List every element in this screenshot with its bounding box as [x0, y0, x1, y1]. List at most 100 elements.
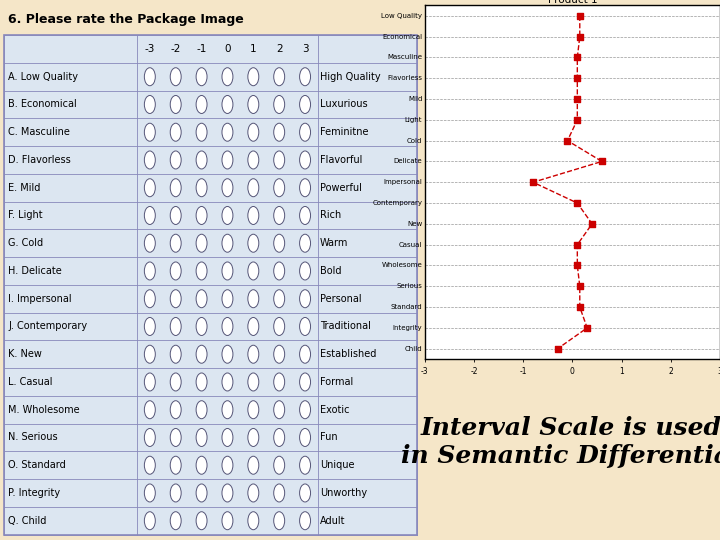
- Text: 6. Please rate the Package Image: 6. Please rate the Package Image: [9, 14, 244, 26]
- Ellipse shape: [144, 318, 156, 335]
- Text: Formal: Formal: [320, 377, 354, 387]
- Ellipse shape: [300, 290, 310, 308]
- Ellipse shape: [196, 234, 207, 252]
- Text: -3: -3: [145, 44, 155, 54]
- Ellipse shape: [300, 206, 310, 225]
- Text: Warm: Warm: [320, 238, 348, 248]
- Point: [572, 116, 583, 124]
- Ellipse shape: [222, 123, 233, 141]
- Ellipse shape: [248, 512, 258, 530]
- Ellipse shape: [248, 96, 258, 113]
- Ellipse shape: [300, 512, 310, 530]
- Ellipse shape: [170, 428, 181, 447]
- Ellipse shape: [300, 345, 310, 363]
- Ellipse shape: [222, 345, 233, 363]
- Text: Integrity: Integrity: [392, 325, 423, 331]
- Ellipse shape: [196, 373, 207, 391]
- Ellipse shape: [300, 318, 310, 335]
- Text: D. Flavorless: D. Flavorless: [9, 155, 71, 165]
- Ellipse shape: [248, 123, 258, 141]
- Point: [582, 323, 593, 332]
- Ellipse shape: [300, 401, 310, 418]
- Point: [572, 53, 583, 62]
- Text: Casual: Casual: [399, 242, 423, 248]
- Ellipse shape: [144, 428, 156, 447]
- Ellipse shape: [248, 234, 258, 252]
- Text: Unique: Unique: [320, 460, 355, 470]
- Ellipse shape: [300, 179, 310, 197]
- Ellipse shape: [300, 456, 310, 474]
- Ellipse shape: [300, 373, 310, 391]
- Point: [586, 220, 598, 228]
- Ellipse shape: [144, 401, 156, 418]
- Ellipse shape: [222, 373, 233, 391]
- Ellipse shape: [274, 151, 284, 169]
- Text: New: New: [407, 221, 423, 227]
- Ellipse shape: [196, 401, 207, 418]
- Ellipse shape: [170, 262, 181, 280]
- Text: B. Economical: B. Economical: [9, 99, 77, 110]
- Ellipse shape: [300, 234, 310, 252]
- Ellipse shape: [248, 318, 258, 335]
- Ellipse shape: [274, 401, 284, 418]
- Point: [574, 32, 585, 41]
- Ellipse shape: [274, 512, 284, 530]
- Text: Delicate: Delicate: [394, 158, 423, 165]
- Ellipse shape: [144, 179, 156, 197]
- Text: High Quality: High Quality: [320, 72, 381, 82]
- Ellipse shape: [170, 290, 181, 308]
- Ellipse shape: [144, 151, 156, 169]
- Ellipse shape: [222, 290, 233, 308]
- Ellipse shape: [170, 96, 181, 113]
- Text: -2: -2: [171, 44, 181, 54]
- Ellipse shape: [222, 151, 233, 169]
- Ellipse shape: [170, 318, 181, 335]
- Ellipse shape: [274, 428, 284, 447]
- Ellipse shape: [196, 179, 207, 197]
- Ellipse shape: [274, 206, 284, 225]
- Point: [572, 74, 583, 83]
- Text: -1: -1: [197, 44, 207, 54]
- Text: Unworthy: Unworthy: [320, 488, 367, 498]
- Ellipse shape: [144, 373, 156, 391]
- Ellipse shape: [300, 96, 310, 113]
- Text: F. Light: F. Light: [9, 211, 43, 220]
- Point: [572, 240, 583, 249]
- Ellipse shape: [274, 179, 284, 197]
- Ellipse shape: [144, 68, 156, 86]
- Ellipse shape: [222, 318, 233, 335]
- Text: Rich: Rich: [320, 211, 341, 220]
- Ellipse shape: [144, 484, 156, 502]
- Ellipse shape: [300, 68, 310, 86]
- Ellipse shape: [274, 345, 284, 363]
- Point: [574, 303, 585, 312]
- Ellipse shape: [196, 96, 207, 113]
- Ellipse shape: [274, 96, 284, 113]
- Ellipse shape: [222, 179, 233, 197]
- Point: [572, 94, 583, 103]
- Ellipse shape: [300, 428, 310, 447]
- Ellipse shape: [248, 206, 258, 225]
- Ellipse shape: [144, 234, 156, 252]
- Text: Personal: Personal: [320, 294, 361, 303]
- Text: 1: 1: [250, 44, 256, 54]
- Text: Adult: Adult: [320, 516, 346, 526]
- Ellipse shape: [248, 484, 258, 502]
- Text: Low Quality: Low Quality: [382, 13, 423, 19]
- Text: E. Mild: E. Mild: [9, 183, 41, 193]
- Ellipse shape: [170, 401, 181, 418]
- Ellipse shape: [196, 484, 207, 502]
- Ellipse shape: [248, 68, 258, 86]
- Ellipse shape: [222, 96, 233, 113]
- Ellipse shape: [196, 345, 207, 363]
- Ellipse shape: [196, 206, 207, 225]
- Ellipse shape: [170, 179, 181, 197]
- Ellipse shape: [274, 123, 284, 141]
- Point: [527, 178, 539, 187]
- Ellipse shape: [248, 401, 258, 418]
- Text: Light: Light: [405, 117, 423, 123]
- Ellipse shape: [196, 456, 207, 474]
- Text: Fun: Fun: [320, 433, 338, 442]
- Text: Child: Child: [405, 346, 423, 352]
- Text: P. Integrity: P. Integrity: [9, 488, 60, 498]
